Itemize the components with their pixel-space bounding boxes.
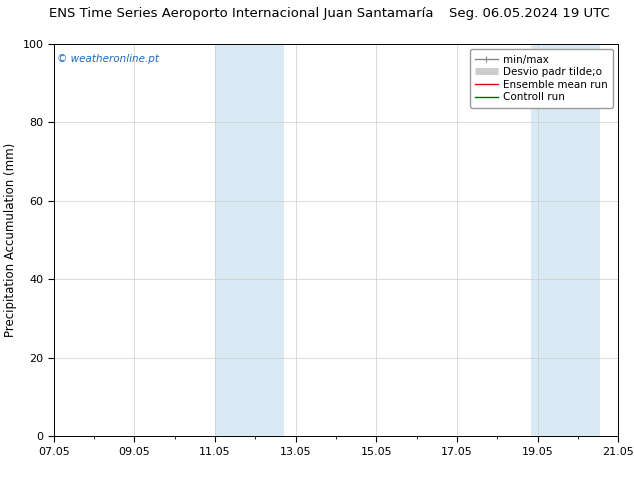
Text: © weatheronline.pt: © weatheronline.pt <box>56 54 158 64</box>
Text: Seg. 06.05.2024 19 UTC: Seg. 06.05.2024 19 UTC <box>449 7 610 21</box>
Text: ENS Time Series Aeroporto Internacional Juan Santamaría: ENS Time Series Aeroporto Internacional … <box>49 7 433 21</box>
Bar <box>215 44 283 436</box>
Bar <box>531 44 600 436</box>
Legend: min/max, Desvio padr tilde;o, Ensemble mean run, Controll run: min/max, Desvio padr tilde;o, Ensemble m… <box>470 49 613 107</box>
Y-axis label: Precipitation Accumulation (mm): Precipitation Accumulation (mm) <box>4 143 17 337</box>
